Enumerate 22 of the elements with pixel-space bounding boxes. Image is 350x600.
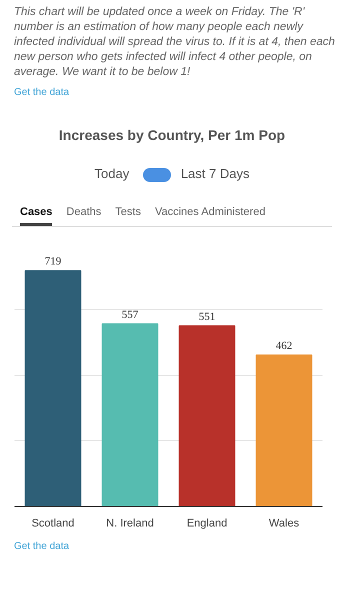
text: Cases <box>20 206 52 226</box>
bar <box>256 354 312 506</box>
text: Get the data <box>14 540 70 554</box>
data-label: 462 <box>276 340 292 352</box>
text: Vaccines Administered <box>154 206 266 218</box>
bar <box>178 325 236 506</box>
data-label: 719 <box>44 256 62 268</box>
text: Last 7 Days <box>180 166 250 181</box>
text: Deaths <box>66 206 102 218</box>
text: Today <box>94 166 130 181</box>
bar <box>24 270 82 506</box>
data-label: 551 <box>198 310 216 323</box>
text: Get the data <box>14 86 70 100</box>
x-tick-label: Scotland <box>32 518 74 530</box>
x-tick-label: N. Ireland <box>106 518 154 530</box>
x-tick-label: England <box>186 518 228 530</box>
bar <box>102 323 158 506</box>
x-tick-label: Wales <box>268 518 300 530</box>
text: This chart will be updated once a week on Friday. The 'R' number is an estimation of how many people each newly infected individual will spread the virus to. If it is at 4, then each new person who gets infected will infect 4 other people, on average. We want it to be below 1! <box>14 5 336 80</box>
chart-title: Increases by Country, Per 1m Pop <box>58 126 286 145</box>
data-label: 557 <box>122 308 139 321</box>
text: Tests <box>115 206 141 218</box>
